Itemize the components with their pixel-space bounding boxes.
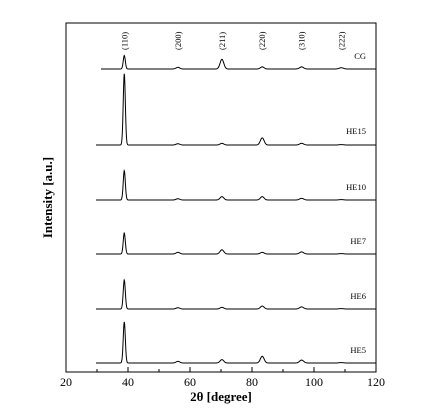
- series-label-he6: HE6: [350, 291, 366, 301]
- trace-he5: [96, 321, 376, 364]
- trace-he7: [96, 231, 376, 255]
- series-label-he10: HE10: [346, 182, 366, 192]
- peak-label: (310): [297, 31, 307, 50]
- x-axis-ticks: 20 40 60 80 100 120: [60, 367, 385, 389]
- peak-label: (211): [217, 32, 227, 50]
- trace-he15: [96, 73, 376, 146]
- series-label-he5: HE5: [350, 345, 366, 355]
- x-tick-label: 20: [60, 375, 72, 389]
- x-tick-label: 80: [246, 375, 258, 389]
- y-axis-title: Intensity [a.u.]: [40, 157, 55, 238]
- x-tick-label: 60: [184, 375, 196, 389]
- trace-cg: [101, 54, 376, 70]
- x-tick-label: 100: [305, 375, 323, 389]
- trace-he10: [96, 168, 376, 201]
- series-label-he7: HE7: [350, 236, 366, 246]
- peak-label: (220): [257, 31, 267, 50]
- peak-label: (200): [173, 31, 183, 50]
- peak-label: (222): [336, 31, 346, 50]
- series-labels: CG HE15 HE10 HE7 HE6 HE5: [346, 51, 366, 355]
- x-axis-title: 2θ [degree]: [190, 389, 252, 404]
- series-traces: [96, 54, 376, 364]
- peak-label: (110): [119, 32, 129, 50]
- series-label-cg: CG: [354, 51, 366, 61]
- x-tick-label: 40: [122, 375, 134, 389]
- series-label-he15: HE15: [346, 126, 366, 136]
- trace-he6: [96, 278, 376, 310]
- peak-labels: (110) (200) (211) (220) (310) (222): [119, 31, 346, 50]
- x-tick-label: 120: [367, 375, 385, 389]
